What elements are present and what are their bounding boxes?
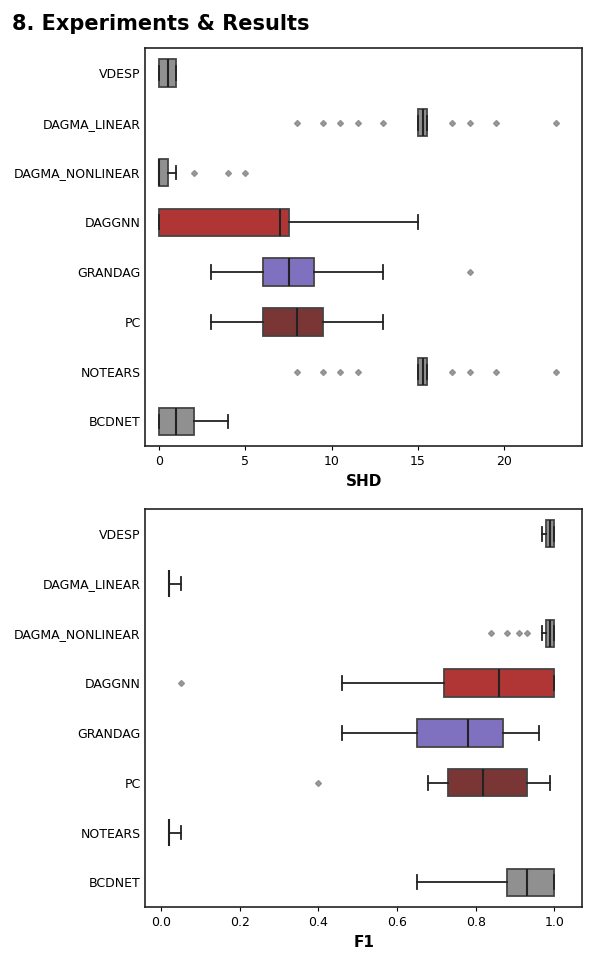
PathPatch shape — [418, 358, 427, 385]
PathPatch shape — [547, 520, 554, 547]
PathPatch shape — [159, 208, 288, 236]
PathPatch shape — [444, 669, 554, 697]
PathPatch shape — [159, 158, 168, 186]
Text: 8. Experiments & Results: 8. Experiments & Results — [12, 14, 310, 35]
PathPatch shape — [263, 308, 323, 336]
PathPatch shape — [417, 719, 503, 747]
PathPatch shape — [448, 769, 527, 797]
PathPatch shape — [418, 109, 427, 136]
X-axis label: SHD: SHD — [345, 474, 382, 489]
PathPatch shape — [547, 619, 554, 647]
PathPatch shape — [507, 869, 554, 896]
PathPatch shape — [159, 408, 194, 435]
X-axis label: F1: F1 — [353, 935, 374, 949]
PathPatch shape — [263, 258, 315, 286]
PathPatch shape — [159, 60, 176, 86]
